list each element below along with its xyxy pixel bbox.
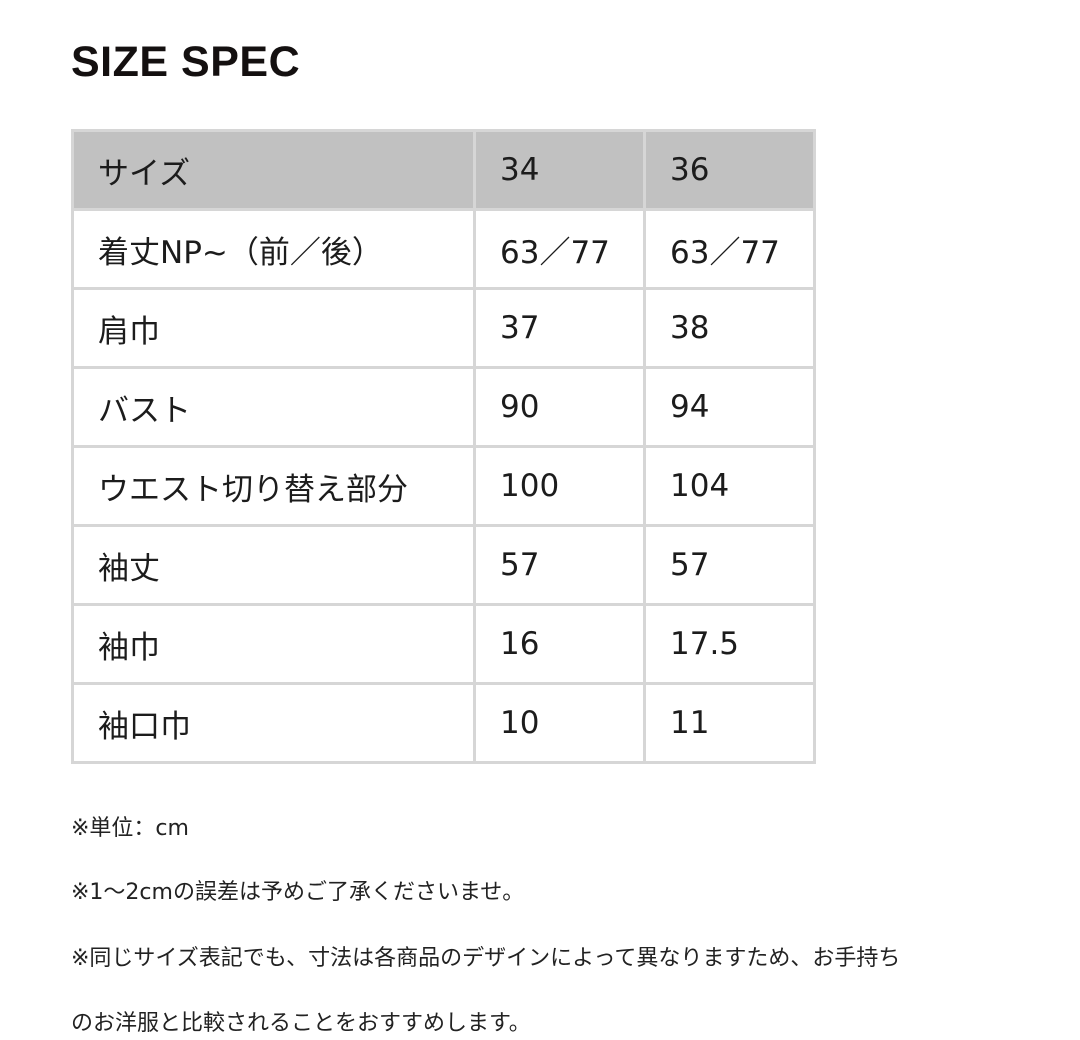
table-row: ウエスト切り替え部分 100 104 xyxy=(71,445,816,527)
header-cell-size: 36 xyxy=(643,129,816,211)
row-value: 57 xyxy=(473,524,646,606)
table-row: 袖丈 57 57 xyxy=(71,524,816,606)
note-unit: ※単位：cm xyxy=(71,816,189,841)
row-label: 袖巾 xyxy=(71,603,476,685)
header-cell-label: サイズ xyxy=(71,129,476,211)
row-value: 37 xyxy=(473,287,646,369)
note-comparison: ※同じサイズ表記でも、寸法は各商品のデザインによって異なりますため、お手持ち xyxy=(71,946,901,971)
table-row: 袖口巾 10 11 xyxy=(71,682,816,764)
row-label: 袖丈 xyxy=(71,524,476,606)
table-row: 袖巾 16 17.5 xyxy=(71,603,816,685)
row-value: 10 xyxy=(473,682,646,764)
table-row: 着丈NP~（前／後） 63／77 63／77 xyxy=(71,208,816,290)
table-row: 肩巾 37 38 xyxy=(71,287,816,369)
table-row: バスト 90 94 xyxy=(71,366,816,448)
row-label: 袖口巾 xyxy=(71,682,476,764)
header-cell-size: 34 xyxy=(473,129,646,211)
row-value: 38 xyxy=(643,287,816,369)
note-comparison-continued: のお洋服と比較されることをおすすめします。 xyxy=(71,1011,531,1036)
row-value: 63／77 xyxy=(473,208,646,290)
note-tolerance: ※1〜2cmの誤差は予めご了承くださいませ。 xyxy=(71,880,525,905)
row-label: 肩巾 xyxy=(71,287,476,369)
row-value: 104 xyxy=(643,445,816,527)
row-label: バスト xyxy=(71,366,476,448)
row-value: 16 xyxy=(473,603,646,685)
size-spec-table: サイズ 34 36 着丈NP~（前／後） 63／77 63／77 肩巾 37 3… xyxy=(71,129,816,764)
row-value: 94 xyxy=(643,366,816,448)
row-value: 63／77 xyxy=(643,208,816,290)
row-label: 着丈NP~（前／後） xyxy=(71,208,476,290)
row-value: 57 xyxy=(643,524,816,606)
row-value: 100 xyxy=(473,445,646,527)
row-value: 11 xyxy=(643,682,816,764)
row-value: 90 xyxy=(473,366,646,448)
table-header-row: サイズ 34 36 xyxy=(71,129,816,211)
row-label: ウエスト切り替え部分 xyxy=(71,445,476,527)
page-title: SIZE SPEC xyxy=(71,38,301,86)
row-value: 17.5 xyxy=(643,603,816,685)
